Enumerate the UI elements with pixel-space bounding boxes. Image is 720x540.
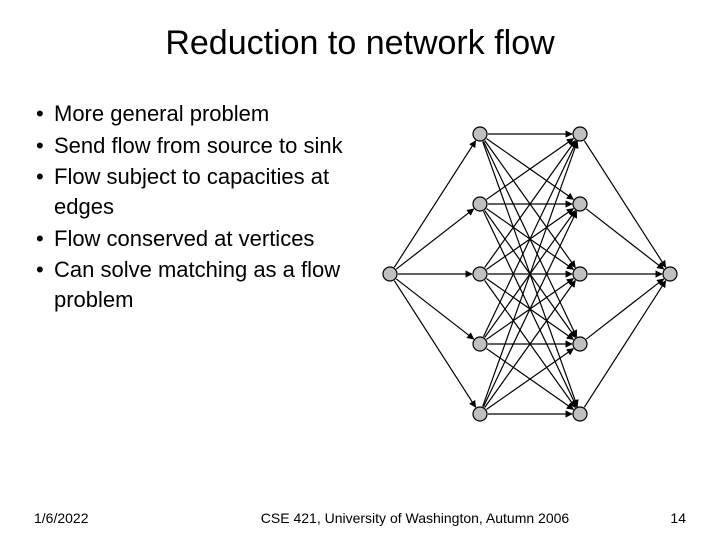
footer-page: 14: [626, 510, 686, 526]
footer: 1/6/2022 CSE 421, University of Washingt…: [0, 510, 720, 526]
footer-course: CSE 421, University of Washington, Autum…: [204, 510, 626, 526]
bullet-list: More general problemSend flow from sourc…: [34, 99, 360, 449]
network-diagram: [360, 99, 700, 449]
bullet-item: Flow conserved at vertices: [34, 224, 360, 254]
bullet-item: More general problem: [34, 99, 360, 129]
bullet-item: Flow subject to capacities at edges: [34, 162, 360, 221]
content-area: More general problemSend flow from sourc…: [0, 63, 720, 449]
bullet-item: Can solve matching as a flow problem: [34, 255, 360, 314]
footer-date: 1/6/2022: [34, 510, 204, 526]
slide-title: Reduction to network flow: [0, 0, 720, 63]
bullet-item: Send flow from source to sink: [34, 131, 360, 161]
